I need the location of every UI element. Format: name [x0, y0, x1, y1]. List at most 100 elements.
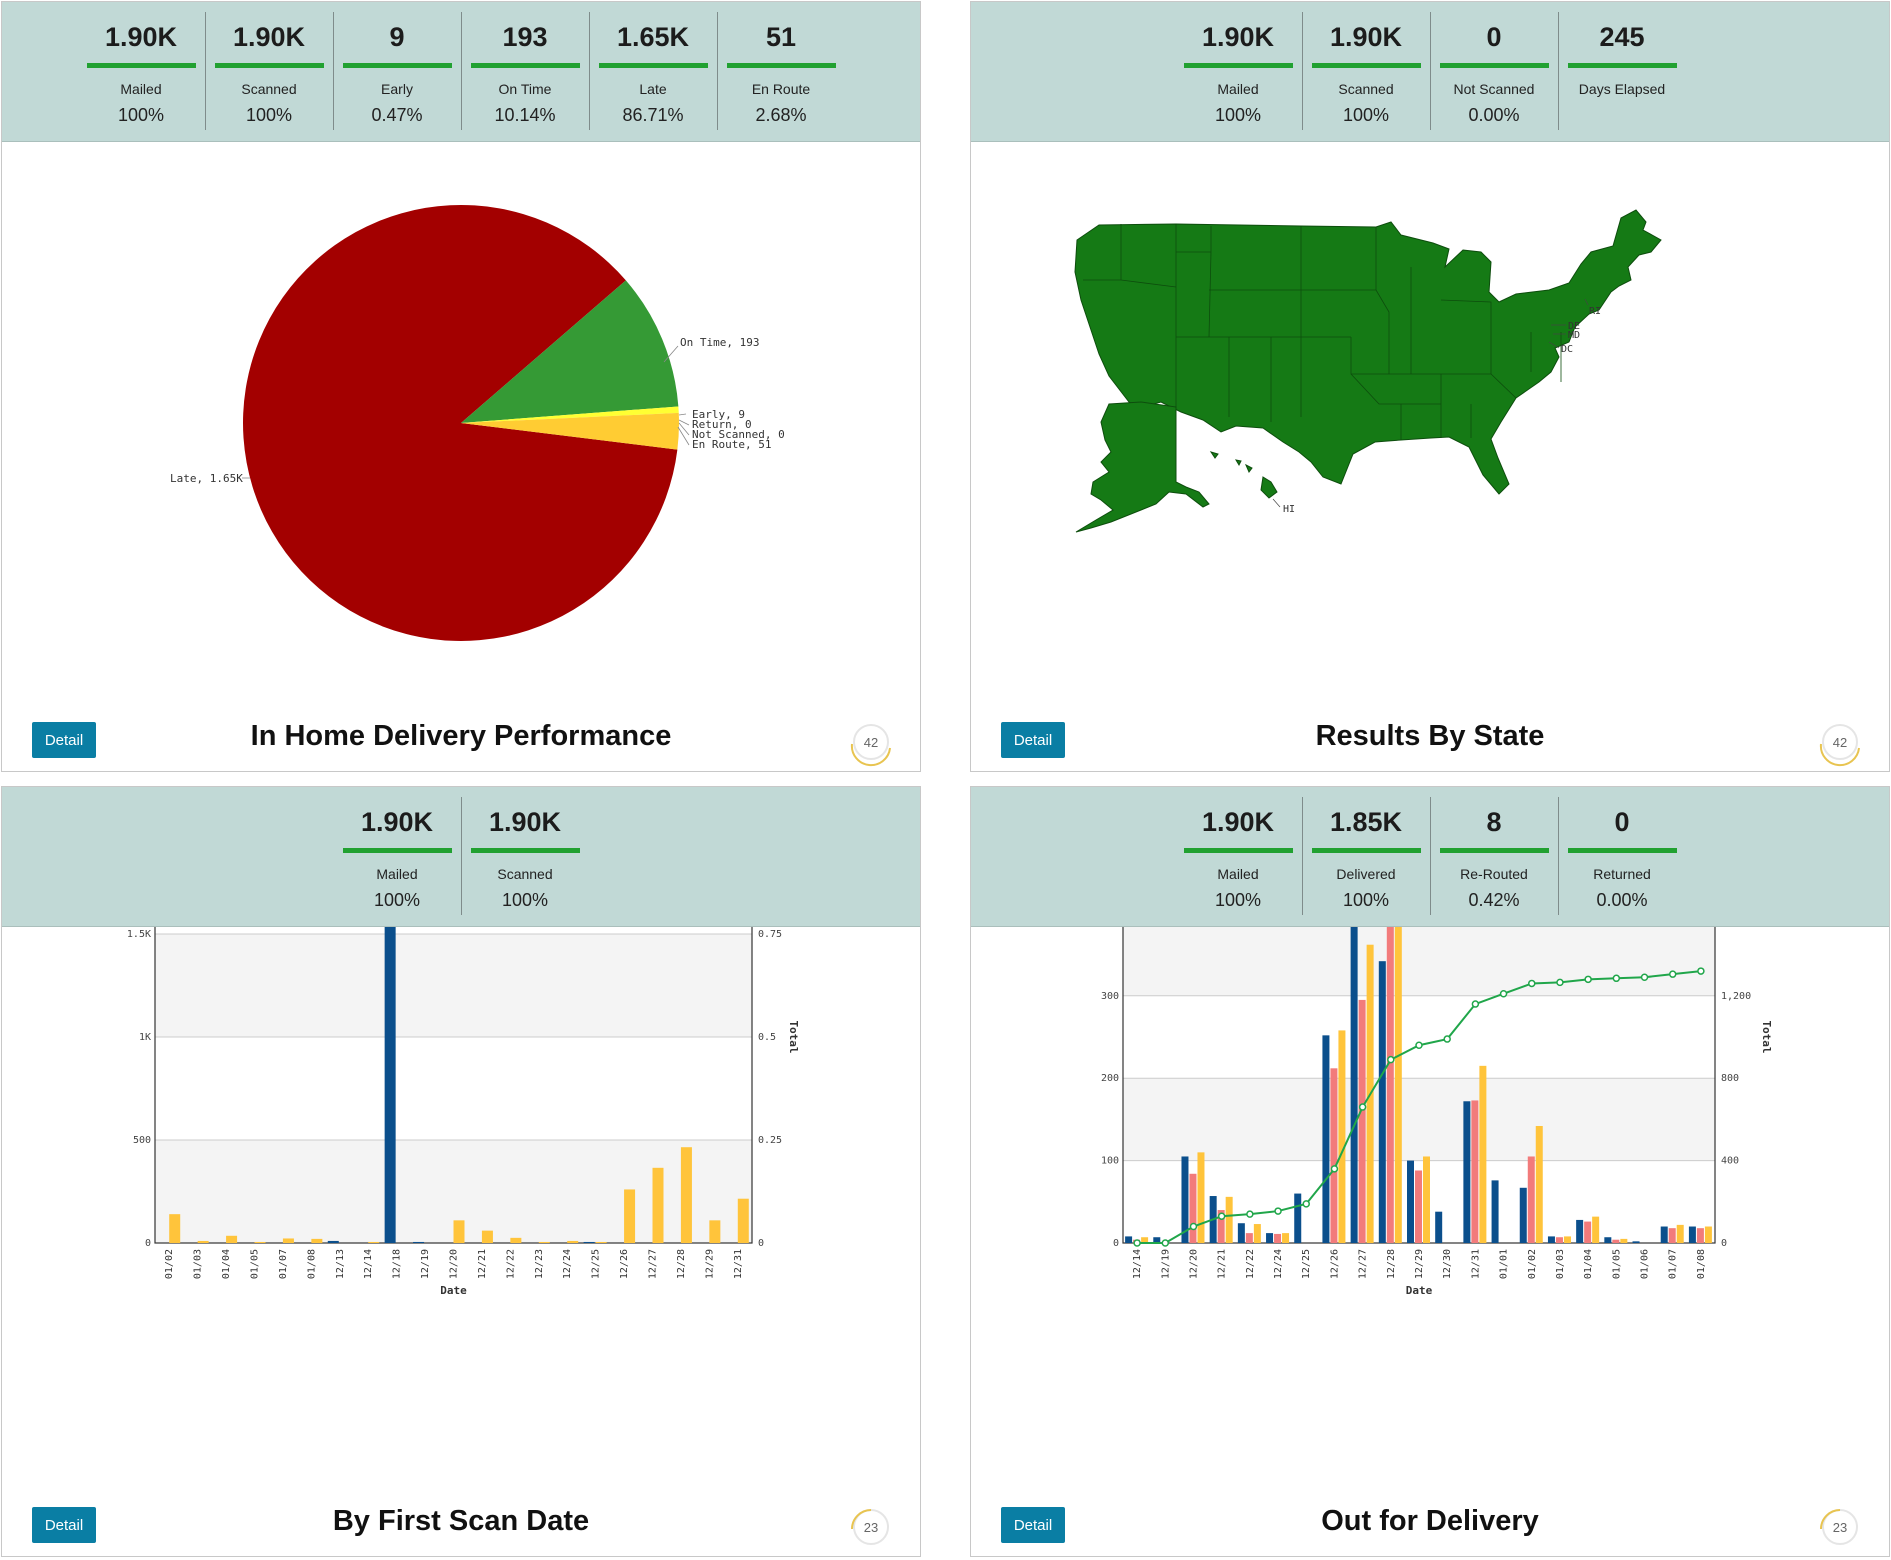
trend-point	[1528, 979, 1536, 988]
kpi-underline	[1439, 848, 1549, 853]
bar	[709, 1220, 721, 1243]
bar	[1358, 999, 1366, 1243]
x-tick-label: 12/19	[420, 1249, 431, 1279]
bar	[1668, 1228, 1676, 1243]
bar	[1491, 1180, 1499, 1243]
kpi-scanned: 1.90K Scanned 100%	[462, 797, 589, 925]
kpi-percent: 0.00%	[1596, 890, 1648, 910]
map-state-borders	[1083, 224, 1562, 440]
x-tick-label: 12/29	[1414, 1249, 1425, 1279]
kpi-value: 1.65K	[616, 22, 690, 52]
pie-leader-line	[663, 345, 679, 363]
bar	[282, 1238, 294, 1243]
bar	[1378, 961, 1386, 1243]
y-tick-label: 500	[133, 1135, 151, 1146]
kpi-value: 1.90K	[1201, 807, 1275, 837]
bar	[1535, 1125, 1543, 1243]
pie-slice	[461, 280, 679, 423]
kpi-label: On Time	[498, 81, 552, 97]
x-tick-label: 12/28	[1386, 1249, 1397, 1279]
kpi-label: Late	[639, 81, 667, 97]
kpi-label: Returned	[1593, 866, 1651, 882]
count-badge: 42	[853, 724, 889, 760]
detail-button[interactable]: Detail	[1001, 1507, 1065, 1543]
kpi-underline	[342, 848, 452, 853]
bar	[453, 1220, 465, 1243]
x-tick-label: 01/08	[1696, 1249, 1707, 1279]
bar	[652, 1167, 664, 1243]
trend-point	[1302, 1200, 1310, 1208]
bar	[1253, 1224, 1261, 1243]
kpi-label: Re-Routed	[1460, 866, 1528, 882]
kpi-underline	[470, 848, 580, 853]
map-hawaii	[1209, 451, 1278, 499]
detail-button[interactable]: Detail	[1001, 722, 1065, 758]
bar	[254, 1241, 266, 1243]
y2-tick-label: 800	[1721, 1073, 1739, 1084]
y2-tick-label: 0	[758, 1238, 764, 1249]
x-tick-label: 01/02	[164, 1249, 175, 1279]
bar	[1153, 1237, 1161, 1243]
bar	[1225, 1196, 1233, 1243]
kpi-underline	[598, 63, 708, 68]
kpi-percent: 100%	[1214, 105, 1262, 125]
bar	[368, 1241, 380, 1243]
y2-tick-label: 0	[1721, 1238, 1727, 1249]
pie-leader-lines	[677, 413, 690, 446]
bar	[538, 1241, 550, 1243]
kpi-percent: 100%	[245, 105, 293, 125]
y-tick-label: 100	[1101, 1156, 1119, 1167]
kpi-value: 0	[1486, 22, 1502, 52]
x-tick-label: 12/22	[1245, 1249, 1256, 1279]
kpi-percent: 0.00%	[1468, 105, 1520, 125]
kpi-underline	[1567, 848, 1677, 853]
trend-point	[1668, 970, 1677, 978]
x-tick-label: 12/24	[562, 1249, 573, 1279]
bar	[1415, 1170, 1422, 1243]
trend-point	[1471, 1000, 1480, 1008]
x-tick-label: 12/28	[676, 1249, 687, 1279]
first-scan-date-panel: 1.90K Mailed 100% 1.90K Scanned 100% 0 500 1K 1…	[1, 786, 921, 1557]
kpi-underline	[1567, 63, 1677, 68]
trend-point	[1189, 1222, 1198, 1231]
panel-title: By First Scan Date	[332, 1505, 590, 1537]
bar	[1330, 1068, 1338, 1243]
trend-point	[1387, 1055, 1395, 1064]
bar	[197, 1240, 209, 1243]
x-tick-label: 12/26	[1329, 1249, 1340, 1279]
kpi-re-routed: 8 Re-Routed 0.42%	[1431, 797, 1559, 915]
detail-button[interactable]: Detail	[32, 1507, 96, 1543]
kpi-percent: 0.47%	[371, 105, 423, 125]
kpi-mailed: 1.90K Mailed 100%	[334, 797, 462, 915]
pie-label: Return, 0	[692, 418, 752, 431]
bar	[1592, 1216, 1600, 1243]
trend-point	[1499, 989, 1508, 998]
kpi-value: 9	[389, 22, 405, 52]
panel-title: Results By State	[1315, 720, 1545, 752]
kpi-days-elapsed: 245 Days Elapsed	[1559, 12, 1686, 140]
kpi-percent: 100%	[501, 890, 549, 910]
bar	[567, 1240, 579, 1243]
kpi-value: 1.90K	[104, 22, 178, 52]
kpi-scanned: 1.90K Scanned 100%	[206, 12, 334, 130]
detail-button[interactable]: Detail	[32, 722, 96, 758]
y-tick-label: 300	[1101, 991, 1119, 1002]
kpi-underline	[1183, 63, 1293, 68]
bar	[1141, 1237, 1149, 1243]
kpi-bar: 1.90K Mailed 100% 1.90K Scanned 100%	[2, 787, 920, 927]
x-tick-label: 01/03	[193, 1249, 204, 1279]
y2-tick-label: 0.25	[758, 1135, 782, 1146]
badge-arc-icon	[1819, 743, 1860, 767]
x-axis-label: Date	[440, 1284, 467, 1297]
bar	[510, 1237, 522, 1243]
kpi-value: 193	[502, 22, 548, 52]
kpi-value: 1.90K	[232, 22, 306, 52]
kpi-value: 1.90K	[1329, 22, 1403, 52]
kpi-percent: 0.42%	[1468, 890, 1520, 910]
map-alaska	[1075, 401, 1210, 533]
bar	[1688, 1226, 1696, 1243]
x-tick-label: 12/21	[1217, 1249, 1228, 1279]
x-tick-label: 12/21	[477, 1249, 488, 1279]
kpi-underline	[726, 63, 836, 68]
